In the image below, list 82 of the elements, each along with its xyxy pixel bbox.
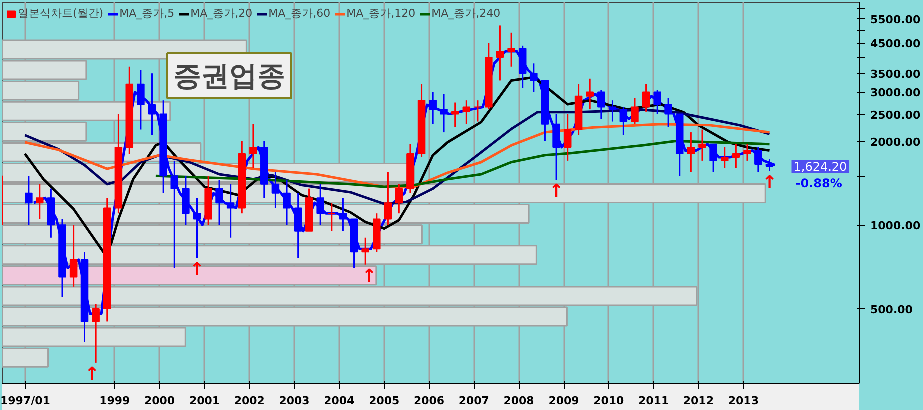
candlestick	[654, 89, 662, 116]
x-tick-label: 2007	[458, 394, 490, 408]
x-tick-label: 2001	[189, 394, 220, 408]
candlestick	[339, 197, 348, 232]
candlestick	[429, 91, 437, 126]
candlestick	[395, 184, 404, 214]
x-tick-label: 2005	[369, 394, 400, 408]
candlestick	[608, 100, 617, 123]
candlestick	[710, 144, 718, 173]
legend-label: MA_종가,120	[346, 6, 416, 21]
x-tick-label: 2006	[414, 394, 445, 408]
candlestick	[193, 197, 202, 260]
candlestick	[552, 114, 560, 181]
candlestick	[250, 124, 258, 170]
candlestick	[294, 192, 302, 260]
x-tick-label: 2000	[144, 394, 176, 408]
annotation: ↑	[762, 172, 778, 194]
annotation: ↑	[190, 259, 205, 280]
candlestick	[384, 171, 392, 226]
candlestick	[754, 146, 762, 173]
x-tick-label: 2008	[504, 394, 534, 408]
x-tick-label: 2013	[728, 394, 759, 408]
candlestick	[530, 62, 538, 93]
candlestick	[216, 179, 224, 226]
candlestick	[664, 98, 672, 128]
candlestick	[451, 102, 460, 128]
candlestick	[170, 160, 179, 270]
annotation: ↑	[548, 181, 564, 202]
y-tick-label: 5500.00	[870, 13, 921, 26]
annotation: ↑	[362, 266, 377, 287]
candlestick	[474, 100, 482, 123]
candlestick	[328, 202, 336, 232]
candlestick	[496, 24, 504, 82]
legend-label: MA_종가,240	[432, 6, 501, 21]
candlestick	[316, 184, 324, 226]
candlestick	[732, 144, 740, 170]
candlestick	[620, 106, 628, 136]
x-tick-label: 2009	[548, 394, 580, 408]
y-tick-label: 4500.00	[870, 38, 921, 51]
candlestick	[462, 100, 471, 126]
candlestick	[744, 144, 752, 162]
candlestick	[272, 171, 280, 209]
x-tick-label: 2012	[683, 394, 714, 408]
candlestick	[698, 129, 706, 162]
legend-label: MA_종가,60	[268, 6, 331, 21]
candlestick	[598, 89, 606, 120]
x-tick-label: 2010	[594, 394, 625, 408]
text: 증권업종	[174, 60, 286, 92]
candlestick	[362, 237, 370, 266]
x-tick-label: 2003	[279, 394, 310, 408]
y-tick-label: 1000.00	[870, 220, 921, 233]
candlestick	[70, 224, 78, 288]
candlestick	[687, 132, 696, 173]
y-tick-label: 500.00	[870, 303, 914, 316]
candlestick	[642, 84, 650, 113]
x-tick-label: 2002	[234, 394, 265, 408]
y-tick-label: 3000.00	[870, 86, 921, 100]
candlestick	[36, 184, 44, 220]
candlestick	[586, 78, 594, 110]
candlestick	[564, 114, 572, 162]
y-tick-label: 2000.00	[870, 136, 921, 149]
annotation: 1,624.20	[794, 160, 848, 174]
x-tick-label: 2004	[324, 394, 356, 408]
legend-label: 일본식차트(월간)	[18, 6, 104, 21]
annotation: ↑	[84, 364, 100, 385]
x-tick-label: 1999	[100, 394, 130, 408]
x-tick-label: 1997/01	[0, 394, 50, 408]
annotation: -0.88%	[796, 176, 842, 190]
candlestick	[226, 184, 235, 239]
candlestick	[440, 94, 448, 134]
candlestick	[720, 146, 729, 170]
candlestick	[631, 98, 639, 126]
legend-label: MA_종가,20	[190, 6, 253, 21]
candlestick	[137, 69, 145, 131]
candlestick	[508, 32, 516, 68]
candlestick	[148, 72, 156, 136]
x-tick-label: 2011	[638, 394, 670, 408]
candlestick	[92, 303, 100, 364]
y-tick-label: 3500.00	[870, 68, 921, 82]
legend-label: MA_종가,5	[120, 6, 175, 21]
y-tick-label: 2500.00	[870, 108, 921, 122]
candlestick	[283, 179, 291, 226]
